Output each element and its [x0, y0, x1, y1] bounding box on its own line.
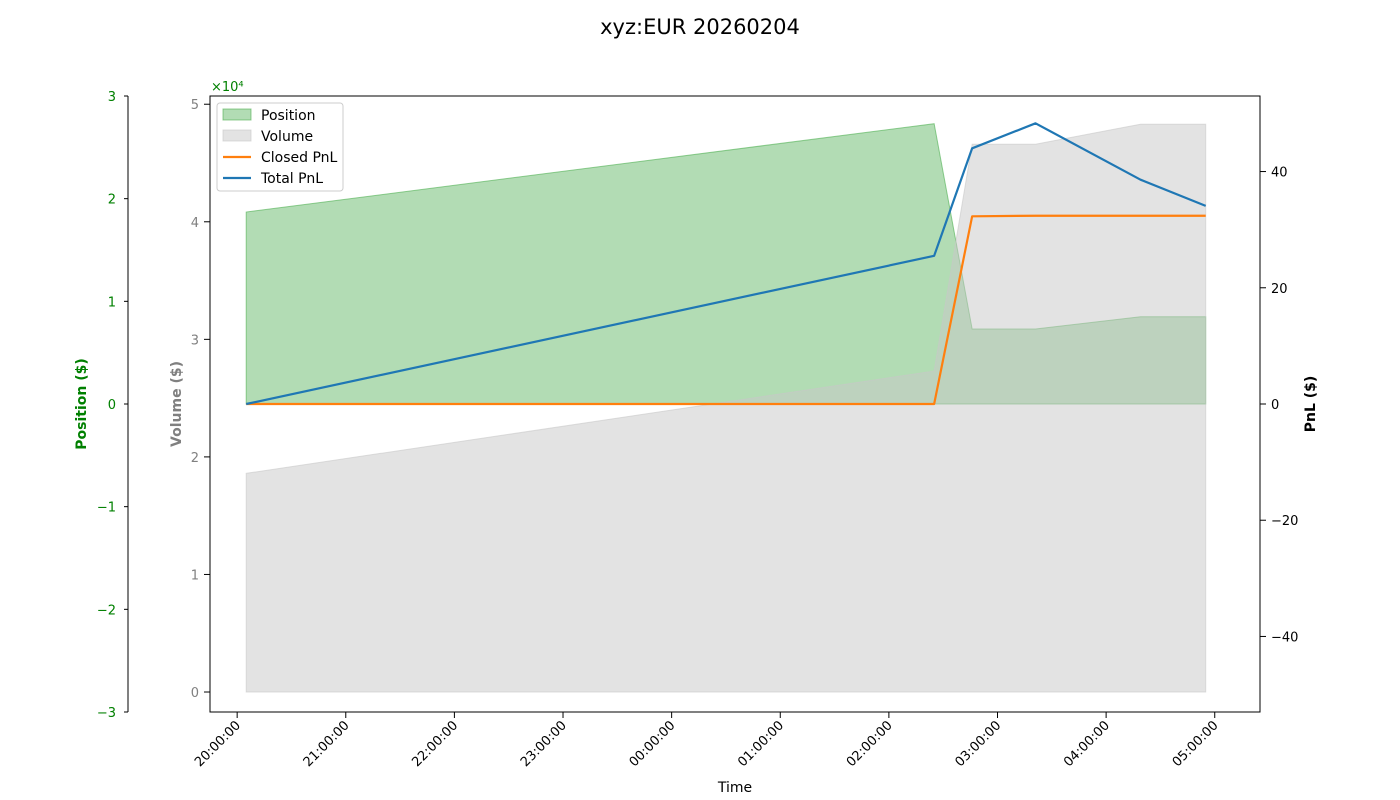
- position-tick-label: −1: [97, 501, 116, 516]
- legend-label-position: Position: [261, 108, 316, 124]
- pnl-tick-label: 20: [1271, 282, 1288, 297]
- volume-tick-label: 5: [191, 98, 199, 113]
- volume-area: [245, 123, 1207, 693]
- volume-tick-label: 3: [191, 333, 199, 348]
- pnl-tick-label: −40: [1271, 630, 1298, 645]
- pnl-axis: 40 20 0 −20 −40: [1260, 166, 1298, 645]
- plot-area: [245, 122, 1207, 693]
- position-tick-label: 1: [108, 295, 116, 310]
- chart-title: xyz:EUR 20260204: [600, 15, 800, 39]
- volume-tick-label: 1: [191, 568, 199, 583]
- position-tick-label: −3: [97, 706, 116, 721]
- volume-axis-multiplier: ×10⁴: [211, 80, 244, 95]
- pnl-tick-label: 40: [1271, 166, 1288, 181]
- volume-tick-label: 0: [191, 686, 199, 701]
- legend: Position Volume Closed PnL Total PnL: [216, 102, 344, 192]
- position-axis-label: Position ($): [74, 358, 90, 450]
- pnl-axis-label: PnL ($): [1303, 376, 1319, 433]
- legend-label-closed-pnl: Closed PnL: [261, 150, 338, 166]
- position-tick-label: 0: [108, 398, 116, 413]
- volume-tick-label: 4: [191, 216, 199, 231]
- position-tick-label: −2: [97, 603, 116, 618]
- volume-axis: ×10⁴ 0 1 2 3 4 5: [191, 80, 244, 701]
- x-axis-label: Time: [717, 780, 752, 796]
- legend-label-total-pnl: Total PnL: [260, 171, 323, 187]
- pnl-tick-label: −20: [1271, 514, 1298, 529]
- position-axis: 3 2 1 0 −1 −2 −3: [97, 90, 129, 721]
- position-tick-label: 3: [108, 90, 116, 105]
- volume-tick-label: 2: [191, 451, 199, 466]
- legend-swatch-volume: [222, 129, 252, 142]
- legend-label-volume: Volume: [261, 129, 313, 145]
- legend-swatch-position: [222, 108, 252, 121]
- closed-pnl-line: [246, 214, 1206, 406]
- pnl-tick-label: 0: [1271, 398, 1279, 413]
- position-tick-label: 2: [108, 193, 116, 208]
- volume-axis-label: Volume ($): [169, 361, 185, 447]
- total-pnl-line: [245, 122, 1207, 406]
- legend-box: [216, 102, 344, 192]
